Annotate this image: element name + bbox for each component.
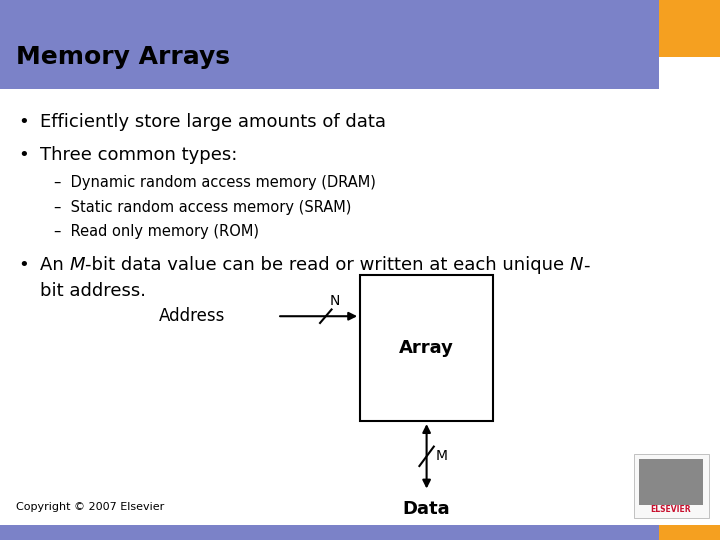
Text: -: - — [583, 256, 590, 274]
Text: Copyright © 2007 Elsevier: Copyright © 2007 Elsevier — [16, 502, 164, 512]
Text: M: M — [69, 256, 85, 274]
Text: bit address.: bit address. — [40, 282, 145, 300]
Text: Data: Data — [402, 500, 451, 517]
Text: N: N — [330, 294, 340, 308]
Text: Memory Arrays: Memory Arrays — [16, 45, 230, 69]
Text: •: • — [18, 146, 29, 164]
Text: -bit data value can be read or written at each unique: -bit data value can be read or written a… — [85, 256, 570, 274]
Text: Array: Array — [399, 339, 454, 357]
Text: M: M — [435, 449, 447, 463]
Text: •: • — [18, 113, 29, 131]
Text: ELSEVIER: ELSEVIER — [651, 505, 691, 514]
Text: –  Read only memory (ROM): – Read only memory (ROM) — [54, 224, 259, 239]
Text: –  Static random access memory (SRAM): – Static random access memory (SRAM) — [54, 200, 351, 215]
Text: Three common types:: Three common types: — [40, 146, 237, 164]
Text: An: An — [40, 256, 69, 274]
Text: Address: Address — [158, 307, 225, 325]
Text: N: N — [570, 256, 583, 274]
Text: Efficiently store large amounts of data: Efficiently store large amounts of data — [40, 113, 386, 131]
Text: 64: 64 — [677, 502, 691, 512]
Text: –  Dynamic random access memory (DRAM): – Dynamic random access memory (DRAM) — [54, 176, 376, 191]
Text: •: • — [18, 256, 29, 274]
